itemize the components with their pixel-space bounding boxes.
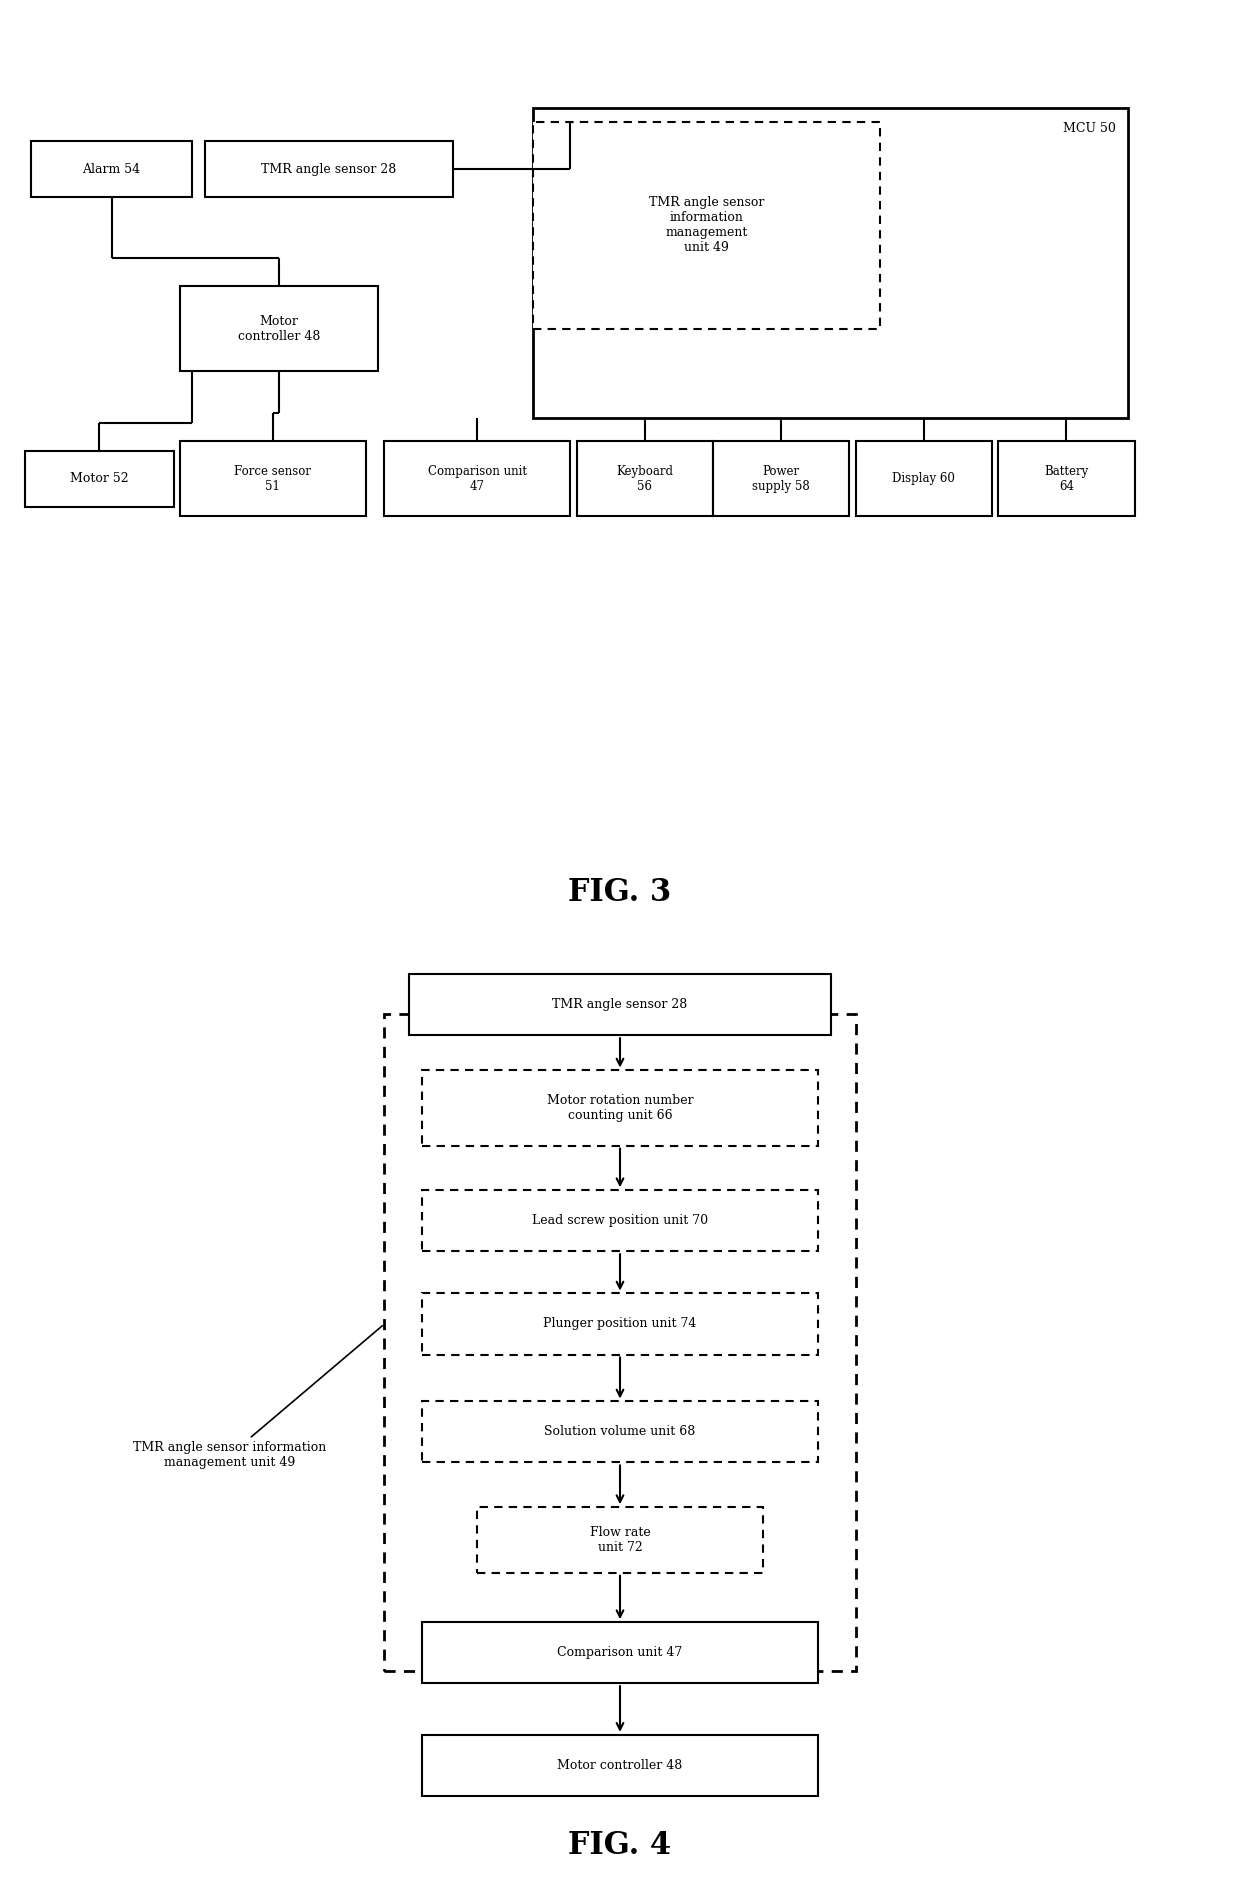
- Bar: [205, 141, 453, 197]
- Text: TMR angle sensor information
management unit 49: TMR angle sensor information management …: [133, 1326, 382, 1469]
- Bar: [422, 1735, 818, 1795]
- Text: Comparison unit 47: Comparison unit 47: [557, 1647, 683, 1658]
- Bar: [577, 441, 713, 516]
- Bar: [180, 441, 366, 516]
- Text: FIG. 3: FIG. 3: [568, 877, 672, 907]
- Text: Motor rotation number
counting unit 66: Motor rotation number counting unit 66: [547, 1095, 693, 1121]
- Bar: [25, 451, 174, 507]
- Text: Display 60: Display 60: [893, 473, 955, 485]
- Text: FIG. 4: FIG. 4: [568, 1829, 672, 1861]
- Text: Lead screw position unit 70: Lead screw position unit 70: [532, 1215, 708, 1226]
- Text: MCU 50: MCU 50: [1063, 122, 1116, 135]
- Bar: [533, 107, 1128, 417]
- Bar: [384, 1014, 856, 1671]
- Bar: [533, 122, 880, 329]
- Bar: [998, 441, 1135, 516]
- Text: TMR angle sensor 28: TMR angle sensor 28: [260, 163, 397, 175]
- Text: Motor controller 48: Motor controller 48: [557, 1760, 683, 1771]
- Text: Plunger position unit 74: Plunger position unit 74: [543, 1318, 697, 1330]
- Bar: [422, 1191, 818, 1251]
- Text: Comparison unit
47: Comparison unit 47: [428, 466, 527, 492]
- Text: Power
supply 58: Power supply 58: [753, 466, 810, 492]
- Bar: [409, 975, 831, 1035]
- Text: Keyboard
56: Keyboard 56: [616, 466, 673, 492]
- Text: Force sensor
51: Force sensor 51: [234, 466, 311, 492]
- Bar: [384, 441, 570, 516]
- Text: Motor
controller 48: Motor controller 48: [238, 316, 320, 342]
- Text: Battery
64: Battery 64: [1044, 466, 1089, 492]
- Text: Motor 52: Motor 52: [69, 473, 129, 485]
- Text: Solution volume unit 68: Solution volume unit 68: [544, 1425, 696, 1439]
- Text: TMR angle sensor
information
management
unit 49: TMR angle sensor information management …: [649, 197, 765, 254]
- Bar: [422, 1401, 818, 1463]
- Bar: [31, 141, 192, 197]
- Text: TMR angle sensor 28: TMR angle sensor 28: [552, 999, 688, 1010]
- Bar: [713, 441, 849, 516]
- Bar: [477, 1506, 763, 1572]
- Bar: [422, 1623, 818, 1683]
- Text: Flow rate
unit 72: Flow rate unit 72: [590, 1527, 650, 1553]
- Bar: [422, 1294, 818, 1354]
- Bar: [180, 285, 378, 370]
- Bar: [422, 1070, 818, 1146]
- Bar: [856, 441, 992, 516]
- Text: Alarm 54: Alarm 54: [83, 163, 140, 175]
